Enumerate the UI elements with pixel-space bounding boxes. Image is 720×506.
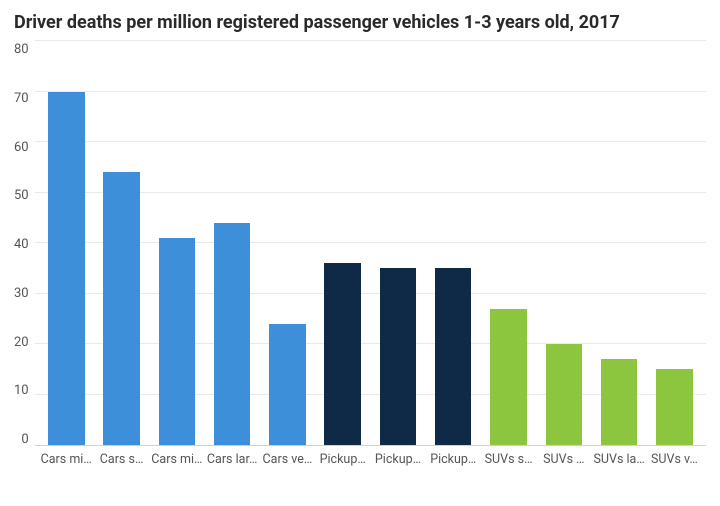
- y-tick: 10: [14, 384, 29, 397]
- y-tick: 50: [14, 189, 29, 202]
- bar: [48, 92, 84, 446]
- bar: [435, 268, 471, 445]
- x-tick: Cars lar…: [204, 452, 259, 467]
- y-tick: 80: [14, 43, 29, 56]
- x-tick: Pickup…: [370, 452, 425, 467]
- bar: [601, 359, 637, 445]
- chart-title: Driver deaths per million registered pas…: [14, 12, 706, 33]
- x-tick: Cars ve…: [260, 452, 315, 467]
- y-tick: 70: [14, 92, 29, 105]
- x-tick: SUVs s…: [481, 452, 536, 467]
- bar-slot: [536, 41, 591, 445]
- y-tick: 20: [14, 336, 29, 349]
- bar-slot: [370, 41, 425, 445]
- y-tick: 40: [14, 238, 29, 251]
- bar: [103, 172, 139, 445]
- plot-area: [35, 41, 706, 446]
- bar-slot: [260, 41, 315, 445]
- bar: [546, 344, 582, 445]
- x-axis: Cars miniCars s…Cars mi…Cars lar…Cars ve…: [35, 446, 706, 467]
- x-tick: SUVs …: [536, 452, 591, 467]
- bar: [380, 268, 416, 445]
- bar-slot: [94, 41, 149, 445]
- bar-slot: [39, 41, 94, 445]
- y-tick: 30: [14, 287, 29, 300]
- x-tick: SUVs la…: [591, 452, 646, 467]
- bar: [490, 309, 526, 445]
- bars-container: [35, 41, 706, 445]
- chart: 80 70 60 50 40 30 20 10 0 Cars miniCars …: [14, 41, 706, 481]
- x-tick: Cars s…: [94, 452, 149, 467]
- bar: [214, 223, 250, 445]
- x-tick: Pickup…: [315, 452, 370, 467]
- bar-slot: [204, 41, 259, 445]
- y-tick: 0: [21, 433, 28, 446]
- bar-slot: [647, 41, 702, 445]
- y-axis: 80 70 60 50 40 30 20 10 0: [14, 41, 35, 446]
- y-tick: 60: [14, 141, 29, 154]
- bar-slot: [315, 41, 370, 445]
- bar-slot: [591, 41, 646, 445]
- x-tick: Pickup…: [426, 452, 481, 467]
- bar: [656, 369, 692, 445]
- bar-slot: [481, 41, 536, 445]
- bar-slot: [149, 41, 204, 445]
- x-tick: Cars mini: [39, 452, 94, 467]
- x-tick: SUVs v…: [647, 452, 702, 467]
- bar: [159, 238, 195, 445]
- x-tick: Cars mi…: [149, 452, 204, 467]
- bar-slot: [426, 41, 481, 445]
- bar: [324, 263, 360, 445]
- bar: [269, 324, 305, 445]
